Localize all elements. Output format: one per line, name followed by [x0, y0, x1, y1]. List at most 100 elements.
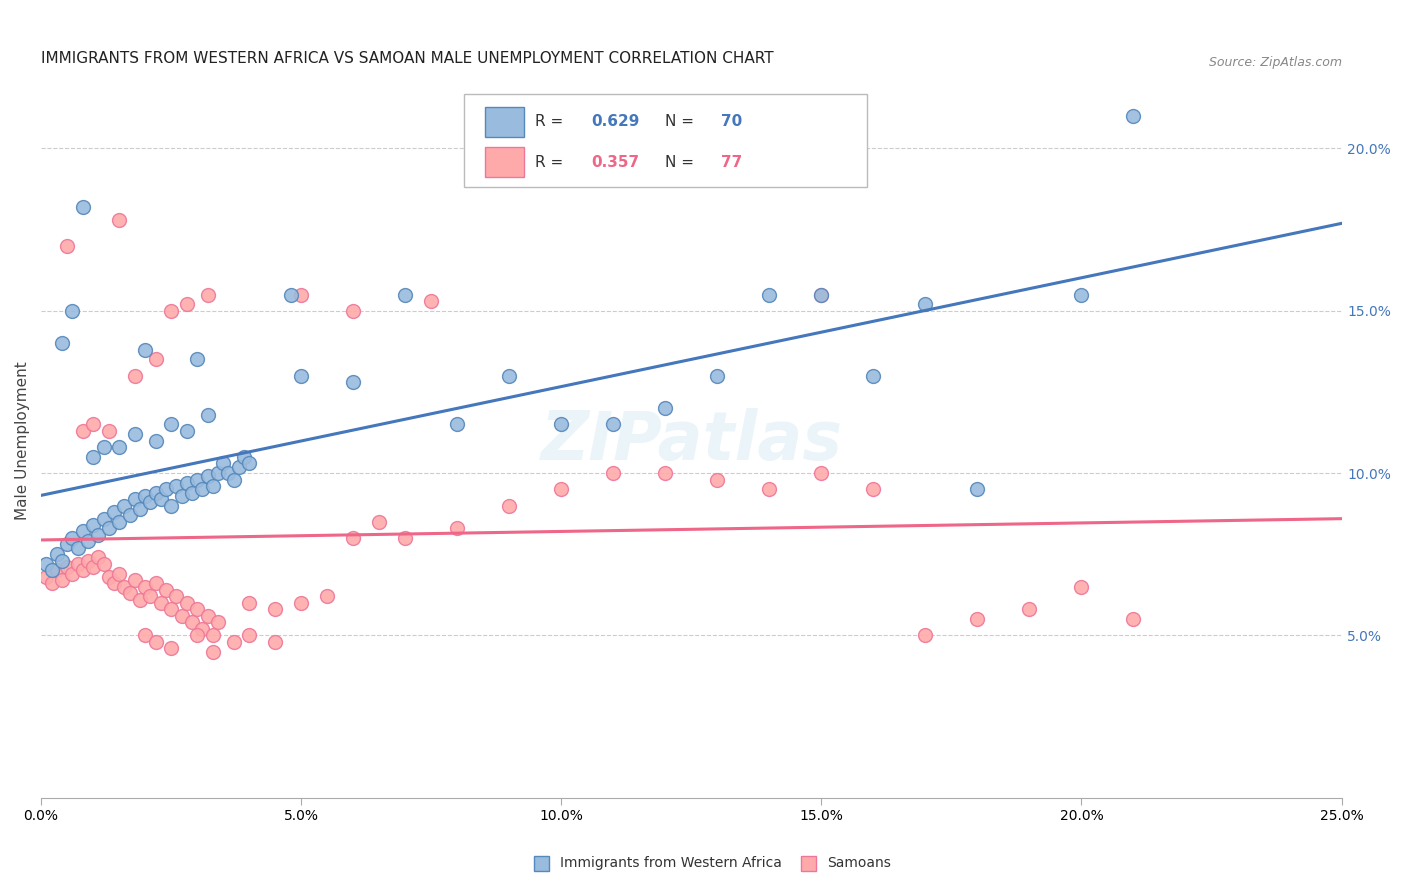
Point: [446, 521, 468, 535]
Point: [145, 352, 167, 367]
Point: [103, 505, 125, 519]
Point: [1122, 109, 1144, 123]
Text: R =: R =: [536, 114, 568, 129]
Point: [82, 560, 104, 574]
Point: [56, 537, 79, 551]
Point: [201, 628, 224, 642]
Point: [160, 602, 183, 616]
Point: [124, 573, 146, 587]
Point: [228, 459, 250, 474]
Point: [290, 287, 312, 301]
Point: [368, 515, 391, 529]
Point: [129, 592, 152, 607]
Point: [87, 550, 110, 565]
Point: [108, 212, 131, 227]
Point: [186, 473, 208, 487]
Point: [186, 628, 208, 642]
Point: [112, 499, 135, 513]
Point: [149, 596, 172, 610]
Point: [160, 417, 183, 432]
Point: [51, 573, 73, 587]
Point: [197, 408, 219, 422]
Point: [139, 495, 162, 509]
Point: [72, 564, 94, 578]
Point: [45, 564, 67, 578]
Point: [186, 352, 208, 367]
Text: ZIPatlas: ZIPatlas: [540, 408, 842, 474]
Point: [602, 466, 624, 480]
Point: [197, 608, 219, 623]
Point: [706, 368, 728, 383]
Point: [108, 440, 131, 454]
Point: [160, 499, 183, 513]
Point: [134, 343, 156, 357]
Point: [176, 297, 198, 311]
Point: [181, 615, 204, 630]
Y-axis label: Male Unemployment: Male Unemployment: [15, 361, 30, 520]
Point: [97, 424, 120, 438]
Point: [72, 200, 94, 214]
Point: [212, 456, 235, 470]
Point: [155, 582, 177, 597]
Point: [966, 483, 988, 497]
Point: [97, 521, 120, 535]
Point: [197, 469, 219, 483]
Point: [165, 479, 187, 493]
Point: [60, 531, 83, 545]
Point: [145, 434, 167, 448]
FancyBboxPatch shape: [464, 95, 868, 187]
Point: [155, 483, 177, 497]
Point: [1122, 612, 1144, 626]
Point: [498, 499, 520, 513]
Point: [108, 515, 131, 529]
Point: [264, 635, 287, 649]
FancyBboxPatch shape: [485, 147, 523, 178]
Point: [810, 287, 832, 301]
Point: [181, 485, 204, 500]
Point: [129, 501, 152, 516]
Point: [280, 287, 302, 301]
Text: N =: N =: [665, 114, 699, 129]
Point: [170, 608, 193, 623]
Point: [290, 596, 312, 610]
Point: [394, 287, 416, 301]
Point: [176, 596, 198, 610]
Point: [420, 293, 443, 308]
Point: [139, 590, 162, 604]
Point: [914, 297, 936, 311]
Point: [60, 566, 83, 581]
Point: [758, 287, 780, 301]
Point: [862, 368, 884, 383]
Point: [118, 586, 141, 600]
Point: [238, 456, 260, 470]
Point: [1018, 602, 1040, 616]
Point: [124, 491, 146, 506]
Point: [77, 534, 100, 549]
Point: [176, 424, 198, 438]
Text: R =: R =: [536, 154, 568, 169]
FancyBboxPatch shape: [485, 107, 523, 136]
Point: [498, 368, 520, 383]
Point: [201, 479, 224, 493]
Point: [134, 489, 156, 503]
Text: Immigrants from Western Africa: Immigrants from Western Africa: [560, 856, 782, 871]
Point: [862, 483, 884, 497]
Point: [342, 303, 364, 318]
Point: [810, 466, 832, 480]
Point: [145, 485, 167, 500]
Point: [160, 303, 183, 318]
Point: [82, 417, 104, 432]
Point: [238, 628, 260, 642]
Point: [222, 635, 245, 649]
Point: [394, 531, 416, 545]
Point: [60, 303, 83, 318]
Point: [1070, 580, 1092, 594]
Point: [966, 612, 988, 626]
Point: [207, 615, 229, 630]
Text: N =: N =: [665, 154, 699, 169]
Point: [93, 557, 115, 571]
Point: [342, 375, 364, 389]
Point: [134, 628, 156, 642]
Point: [602, 417, 624, 432]
Point: [238, 596, 260, 610]
